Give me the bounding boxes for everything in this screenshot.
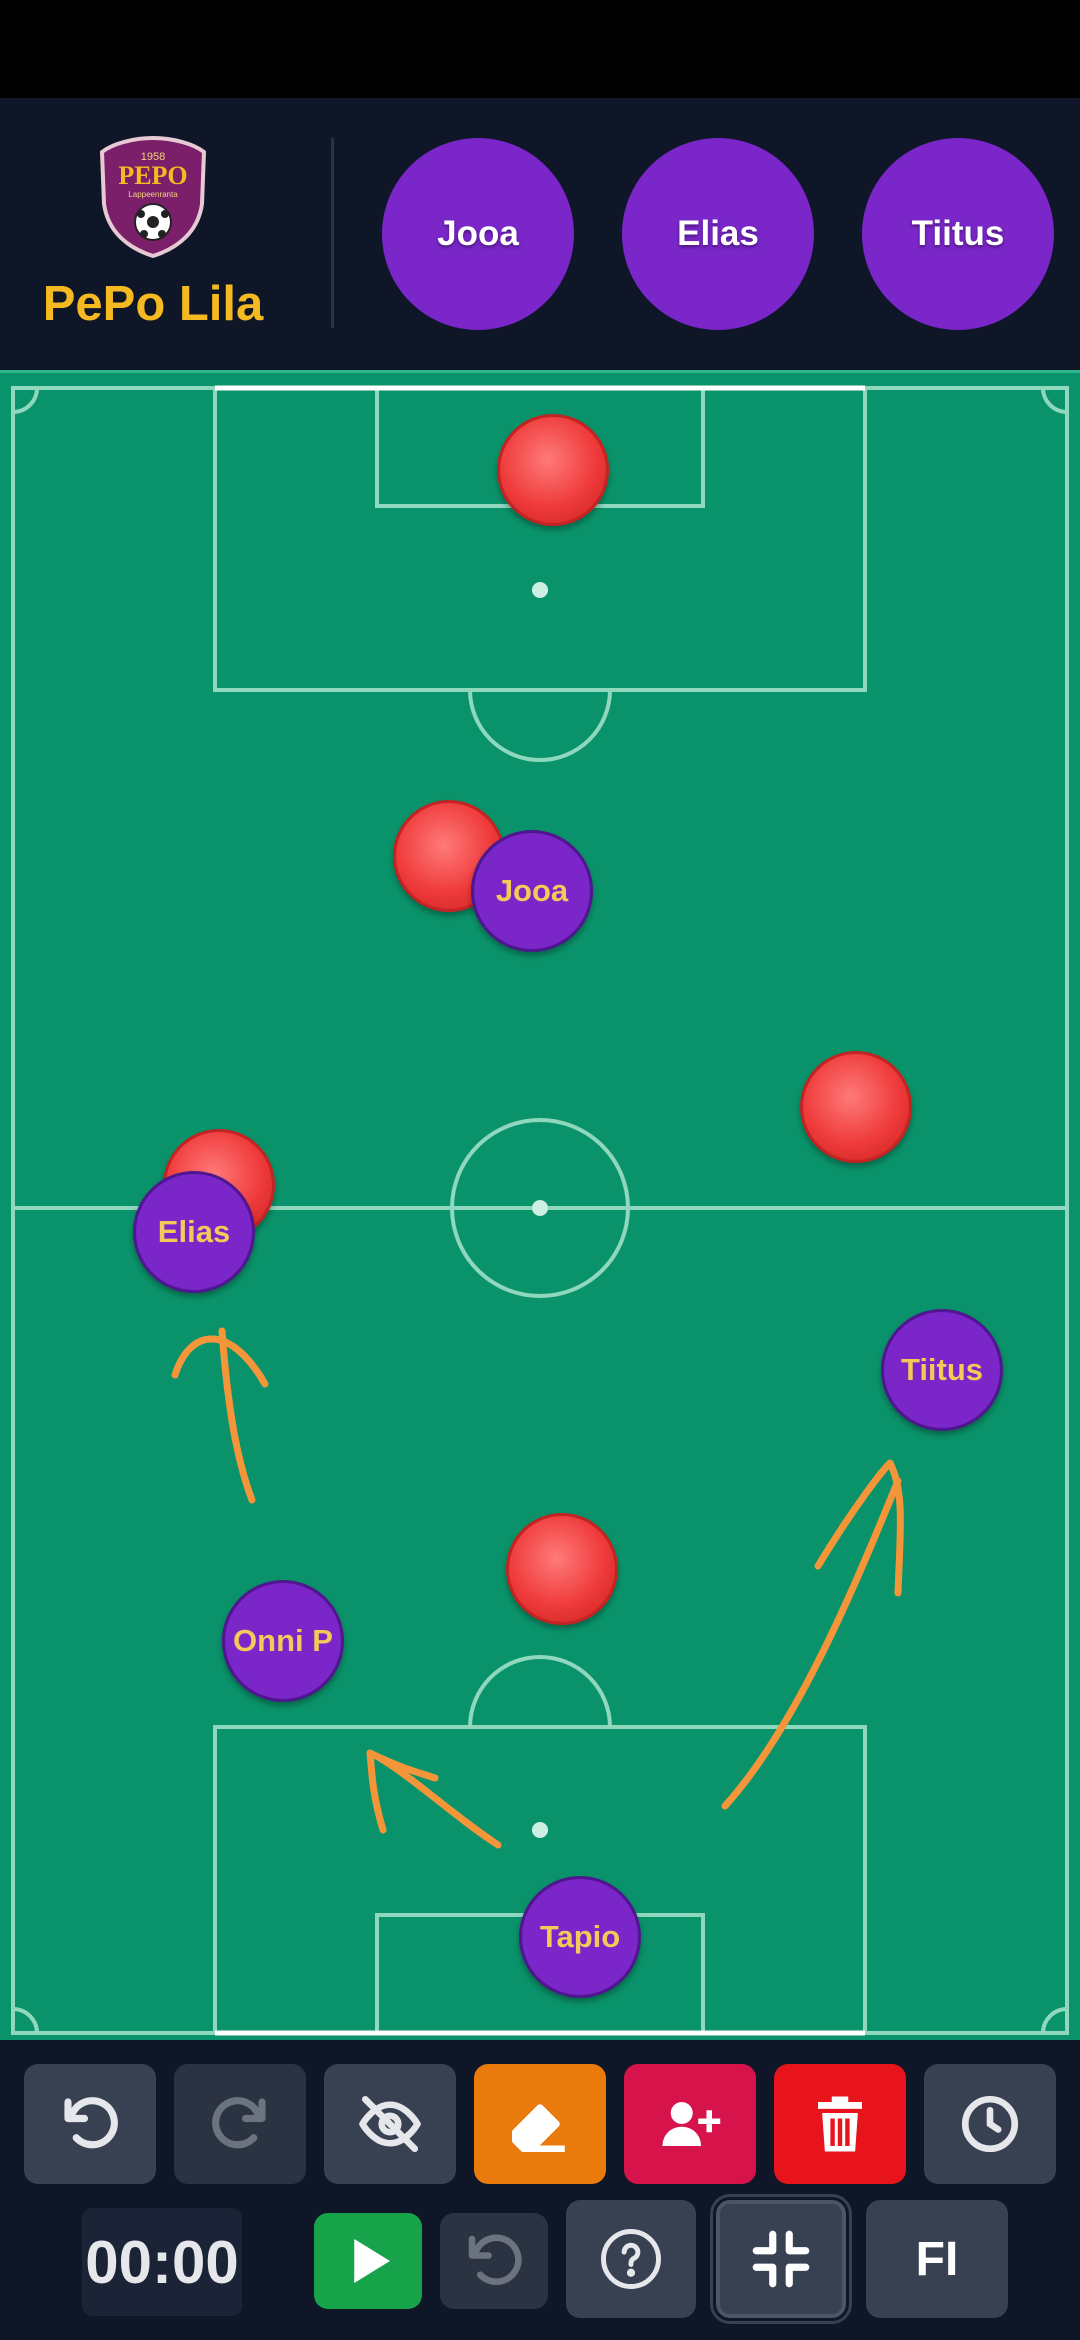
field-player[interactable]: Onni P [222,1580,344,1702]
eraser-button[interactable] [474,2064,606,2184]
add-player-button[interactable] [624,2064,756,2184]
clock-icon [961,2095,1019,2153]
match-timer: 00:00 [82,2208,242,2316]
reset-timer-button[interactable] [440,2213,548,2309]
team-name: PePo Lila [42,277,264,331]
help-icon [601,2229,661,2289]
undo-icon [64,2097,118,2149]
collapse-button[interactable] [716,2200,846,2318]
logo-text: PEPO [118,161,187,190]
toolbar: 00:00 FI [0,2040,1080,2340]
add-player-icon [662,2102,721,2146]
hide-icon [359,2095,421,2153]
play-button[interactable] [314,2213,422,2309]
collapse-icon [752,2230,810,2288]
undo-button[interactable] [24,2064,156,2184]
opponent-marker[interactable] [506,1513,618,1625]
bench-player[interactable]: Jooa [382,138,574,330]
language-button[interactable]: FI [866,2200,1008,2318]
delete-button[interactable] [774,2064,906,2184]
field-player[interactable]: Elias [133,1171,255,1293]
eraser-icon [511,2104,565,2153]
header: 1958 PEPO Lappeenranta PePo Lila Jooa El… [0,98,1080,370]
help-button[interactable] [566,2200,696,2318]
pitch[interactable]: Jooa Elias Tiitus Onni P Tapio [0,370,1080,2040]
team-logo: 1958 PEPO Lappeenranta [99,135,207,258]
opponent-marker[interactable] [497,414,609,526]
field-player[interactable]: Tapio [519,1876,641,1998]
logo-year: 1958 [141,151,165,163]
status-bar [0,0,1080,98]
history-button[interactable] [924,2064,1056,2184]
field-player[interactable]: Jooa [471,830,593,952]
header-divider [331,138,334,328]
redo-icon [212,2097,266,2149]
opponent-marker[interactable] [800,1051,912,1163]
trash-icon [818,2096,862,2152]
pitch-lines [11,385,1069,2036]
field-player[interactable]: Tiitus [881,1309,1003,1431]
play-icon [354,2239,390,2283]
bench-player[interactable]: Elias [622,138,814,330]
reset-icon [468,2234,522,2286]
bench-player[interactable]: Tiitus [862,138,1054,330]
redo-button[interactable] [174,2064,306,2184]
logo-city: Lappeenranta [128,190,178,199]
hide-drawings-button[interactable] [324,2064,456,2184]
